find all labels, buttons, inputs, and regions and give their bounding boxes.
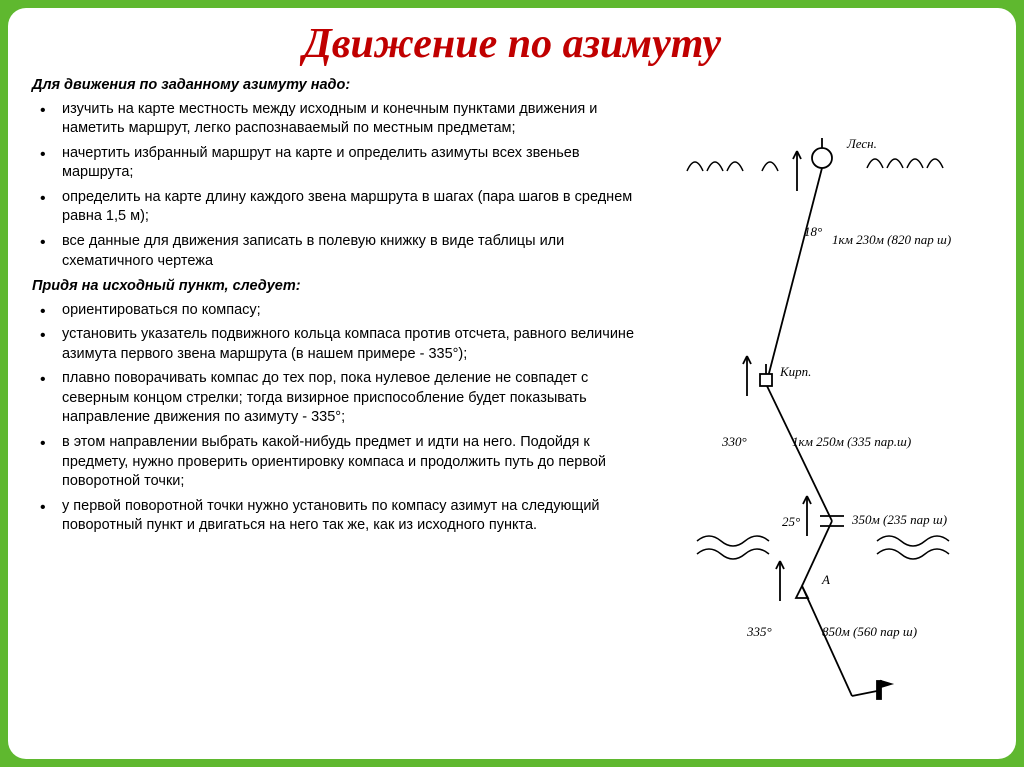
route-diagram: Лесн. 18° 1км 230м (820 пар ш) Кирп. 330… (662, 76, 992, 721)
label-a: А (821, 572, 830, 587)
angle-4: 335° (746, 624, 772, 639)
list-item: у первой поворотной точки нужно установи… (58, 497, 652, 536)
list-2: ориентироваться по компасу; установить у… (32, 301, 652, 536)
intro-1: Для движения по заданному азимуту надо: (32, 76, 652, 96)
list-item: в этом направлении выбрать какой-нибудь … (58, 433, 652, 492)
dist-3: 350м (235 пар ш) (851, 512, 947, 527)
intro-2: Придя на исходный пункт, следует: (32, 277, 652, 297)
dist-2: 1км 250м (335 пар.ш) (792, 434, 911, 449)
list-1: изучить на карте местность между исходны… (32, 100, 652, 272)
content-row: Для движения по заданному азимуту надо: … (32, 76, 992, 721)
list-item: установить указатель подвижного кольца к… (58, 325, 652, 364)
list-item: изучить на карте местность между исходны… (58, 100, 652, 139)
slide-container: Движение по азимуту Для движения по зада… (8, 8, 1016, 759)
list-item: определить на карте длину каждого звена … (58, 188, 652, 227)
dist-1: 1км 230м (820 пар ш) (832, 232, 951, 247)
list-item: плавно поворачивать компас до тех пор, п… (58, 369, 652, 428)
dist-4: 850м (560 пар ш) (822, 624, 917, 639)
list-item: все данные для движения записать в полев… (58, 232, 652, 271)
list-item: начертить избранный маршрут на карте и о… (58, 144, 652, 183)
angle-3: 25° (782, 514, 800, 529)
label-kirp: Кирп. (779, 364, 811, 379)
list-item: ориентироваться по компасу; (58, 301, 652, 321)
label-lesn: Лесн. (846, 136, 877, 151)
text-column: Для движения по заданному азимуту надо: … (32, 76, 652, 721)
angle-2: 330° (721, 434, 747, 449)
angle-1: 18° (804, 224, 822, 239)
slide-title: Движение по азимуту (32, 20, 992, 68)
